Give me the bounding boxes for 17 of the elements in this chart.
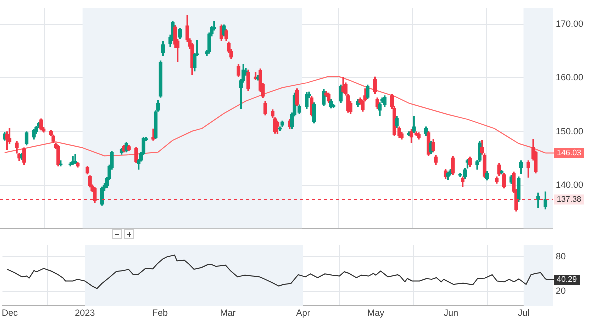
x-tick-label: Mar bbox=[220, 308, 236, 318]
annotation: 40.29 bbox=[557, 275, 578, 284]
y-tick-label: 140.00 bbox=[556, 180, 584, 190]
x-tick-label: 2023 bbox=[75, 308, 96, 318]
y-tick-label: 80 bbox=[556, 251, 566, 262]
x-tick-label: Jun bbox=[444, 308, 458, 318]
x-tick-label: Jul bbox=[518, 308, 530, 318]
y-tick-label: 150.00 bbox=[556, 126, 584, 136]
y-tick-label: 20 bbox=[556, 286, 566, 296]
ref-line-label: 137.38 bbox=[557, 194, 582, 204]
annotation: 146.03 bbox=[557, 148, 582, 158]
x-tick-label: Apr bbox=[296, 308, 310, 318]
x-tick-label: Dec bbox=[2, 308, 18, 318]
x-tick-label: May bbox=[368, 308, 386, 318]
x-tick-label: Feb bbox=[152, 308, 168, 318]
y-tick-label: 160.00 bbox=[556, 72, 584, 83]
y-tick-label: 170.00 bbox=[556, 18, 584, 29]
